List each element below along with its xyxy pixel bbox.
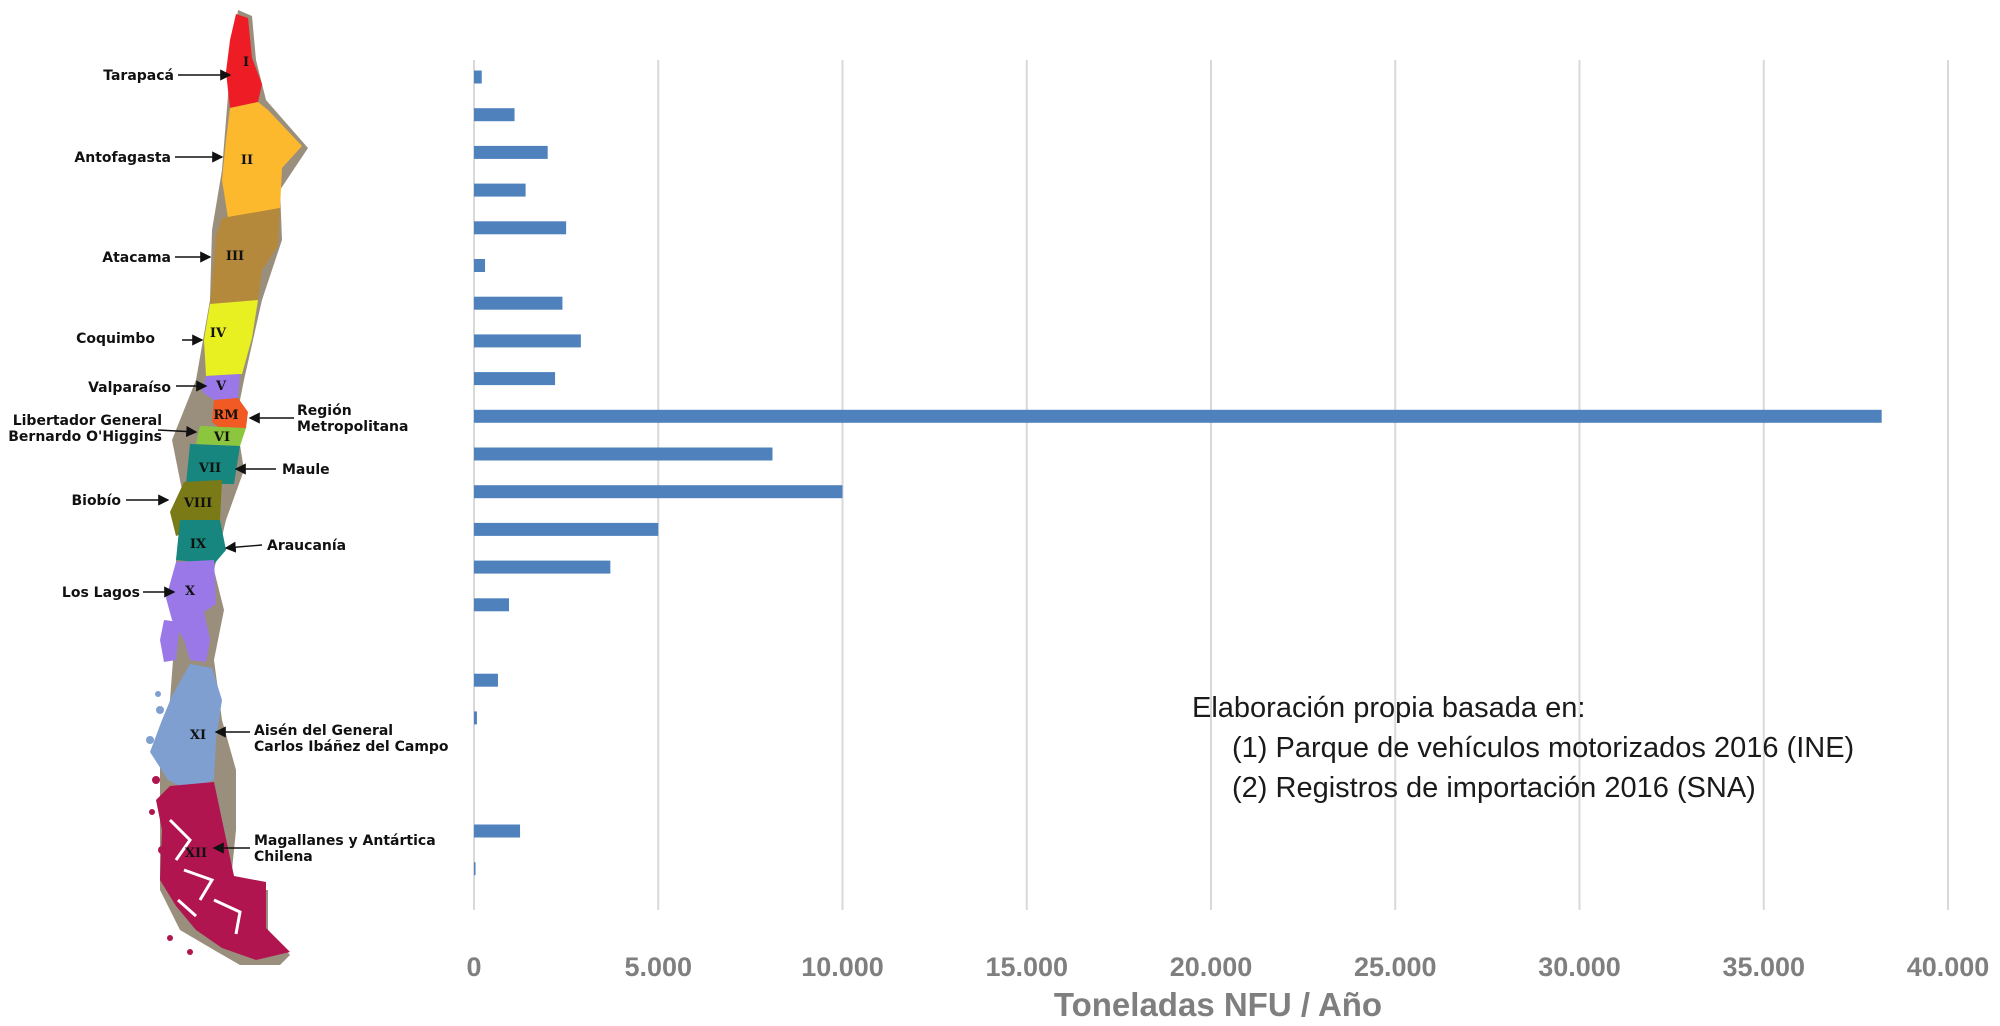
region-label: Los Lagos [62,585,140,601]
region-shape-aisen [150,664,222,790]
bar [474,447,773,461]
source-note-line-2: (1) Parque de vehículos motorizados 2016… [1232,732,1854,764]
bar [474,522,659,536]
region-numeral: RM [213,408,238,423]
region-shape-ohiggins [196,426,246,446]
bar [474,259,486,272]
region-label: Región Metropolitana [297,403,408,435]
x-tick-label: 15.000 [985,952,1068,982]
region-numeral: IX [190,537,207,552]
island-group [146,691,171,744]
x-tick-label: 0 [466,952,481,982]
label-arrow [157,425,198,438]
bar [474,824,521,838]
region-shape-magallanes [156,782,290,960]
source-note: Elaboración propia basada en: (1) Parque… [1192,692,1854,804]
bar [474,409,1882,423]
region-shape-loslagos [166,560,216,662]
bar [474,711,477,725]
region-numeral: VI [213,430,230,445]
region-numeral: III [226,249,244,264]
chart-grid [473,60,1949,910]
region-shape-rm [212,398,248,430]
x-axis-title: Toneladas NFU / Año [1054,986,1382,1023]
region-shape-atacama [210,208,280,304]
bar [474,485,843,499]
x-tick-label: 25.000 [1354,952,1437,982]
region-label: Aisén del General Carlos Ibáñez del Campo [254,723,449,755]
region-numeral: II [241,153,253,168]
region-label: Libertador General Bernardo O'Higgins [8,413,162,445]
region-shape-chiloe [160,620,180,662]
region-shape-araucania [176,520,226,564]
bar [474,221,567,235]
bar [474,108,515,122]
chart-bars [474,70,1882,876]
region-numeral: VIII [183,496,212,511]
fjord-lines [168,818,242,935]
region-shape-maule [186,444,240,484]
bar [474,862,476,876]
x-tick-label: 5.000 [624,952,692,982]
region-label: Araucanía [267,538,346,554]
region-shape-tarapaca [226,14,262,108]
x-tick-labels: 0 5.000 10.000 15.000 20.000 25.000 30.000 35.0… [466,952,1989,982]
region-numeral: XI [190,728,206,743]
region-shape-antofagasta [222,102,302,218]
region-label: Maule [282,462,330,478]
region-numeral: I [243,55,249,70]
region-shape-coquimbo [204,300,258,376]
bar [474,673,498,687]
region-numeral: XII [185,846,207,861]
bar [474,334,581,348]
region-numeral: VII [198,461,221,476]
bar [474,296,563,310]
region-shape-valparaiso [202,374,240,400]
region-numeral: IV [210,326,227,341]
region-label: Coquimbo [76,331,155,347]
bar [474,560,611,574]
x-tick-label: 10.000 [801,952,884,982]
bar [474,70,482,84]
region-label: Antofagasta [74,150,171,166]
region-numeral: V [215,379,227,394]
source-note-line-1: Elaboración propia basada en: [1192,692,1585,724]
region-label: Magallanes y Antártica Chilena [254,833,436,865]
bar [474,372,556,386]
region-label: Biobío [71,493,121,509]
bar [474,145,548,159]
x-tick-label: 40.000 [1907,952,1990,982]
bar [474,183,526,197]
x-tick-label: 30.000 [1538,952,1621,982]
region-label: Tarapacá [103,68,174,84]
region-numeral: X [185,584,196,599]
island-group-south [149,776,193,955]
bar [474,598,510,612]
region-label: Atacama [102,250,171,266]
x-tick-label: 20.000 [1170,952,1253,982]
source-note-line-3: (2) Registros de importación 2016 (SNA) [1232,772,1756,804]
x-tick-label: 35.000 [1722,952,1805,982]
region-label: Valparaíso [88,380,171,396]
label-arrow [224,541,263,553]
